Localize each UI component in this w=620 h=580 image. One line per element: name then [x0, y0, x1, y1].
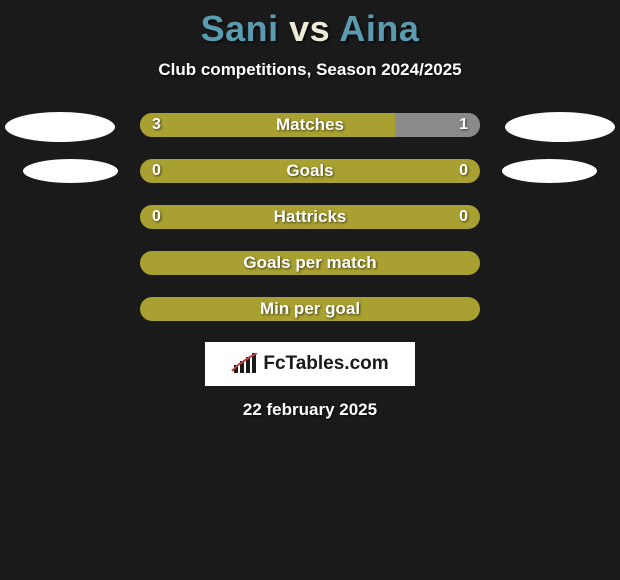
stat-value-left: 0: [152, 162, 161, 180]
comparison-card: Sani vs Aina Club competitions, Season 2…: [0, 0, 620, 580]
stat-bar: Matches 3 1: [140, 113, 480, 137]
stat-value-right: 0: [459, 162, 468, 180]
logo-text: FcTables.com: [263, 353, 388, 375]
stat-rows: Matches 3 1 Goals 0 0 Hattricks 0 0 Goals per mat…: [0, 112, 620, 322]
stat-row: Matches 3 1: [0, 112, 620, 138]
stats-block: Matches 3 1 Goals 0 0 Hattricks 0 0 Goals per mat…: [0, 112, 620, 322]
stat-row: Goals 0 0: [0, 158, 620, 184]
stat-value-right: 0: [459, 208, 468, 226]
stat-bar: Hattricks 0 0: [140, 205, 480, 229]
stat-value-right: 1: [459, 116, 468, 134]
stat-bar: Goals 0 0: [140, 159, 480, 183]
stat-row: Goals per match: [0, 250, 620, 276]
subtitle: Club competitions, Season 2024/2025: [0, 60, 620, 80]
title: Sani vs Aina: [0, 8, 620, 50]
title-vs: vs: [289, 8, 330, 49]
logo-box: FcTables.com: [205, 342, 415, 386]
stat-bar: Goals per match: [140, 251, 480, 275]
stat-label: Goals: [286, 161, 333, 181]
stat-label: Min per goal: [260, 299, 360, 319]
bar-segment-left: [140, 113, 395, 137]
chart-icon: [231, 353, 259, 375]
stat-label: Hattricks: [274, 207, 347, 227]
stat-row: Min per goal: [0, 296, 620, 322]
stat-bar: Min per goal: [140, 297, 480, 321]
stat-value-left: 0: [152, 208, 161, 226]
stat-value-left: 3: [152, 116, 161, 134]
stat-label: Matches: [276, 115, 344, 135]
date: 22 february 2025: [0, 400, 620, 420]
title-player2: Aina: [339, 8, 419, 49]
stat-row: Hattricks 0 0: [0, 204, 620, 230]
stat-label: Goals per match: [243, 253, 376, 273]
title-player1: Sani: [201, 8, 279, 49]
